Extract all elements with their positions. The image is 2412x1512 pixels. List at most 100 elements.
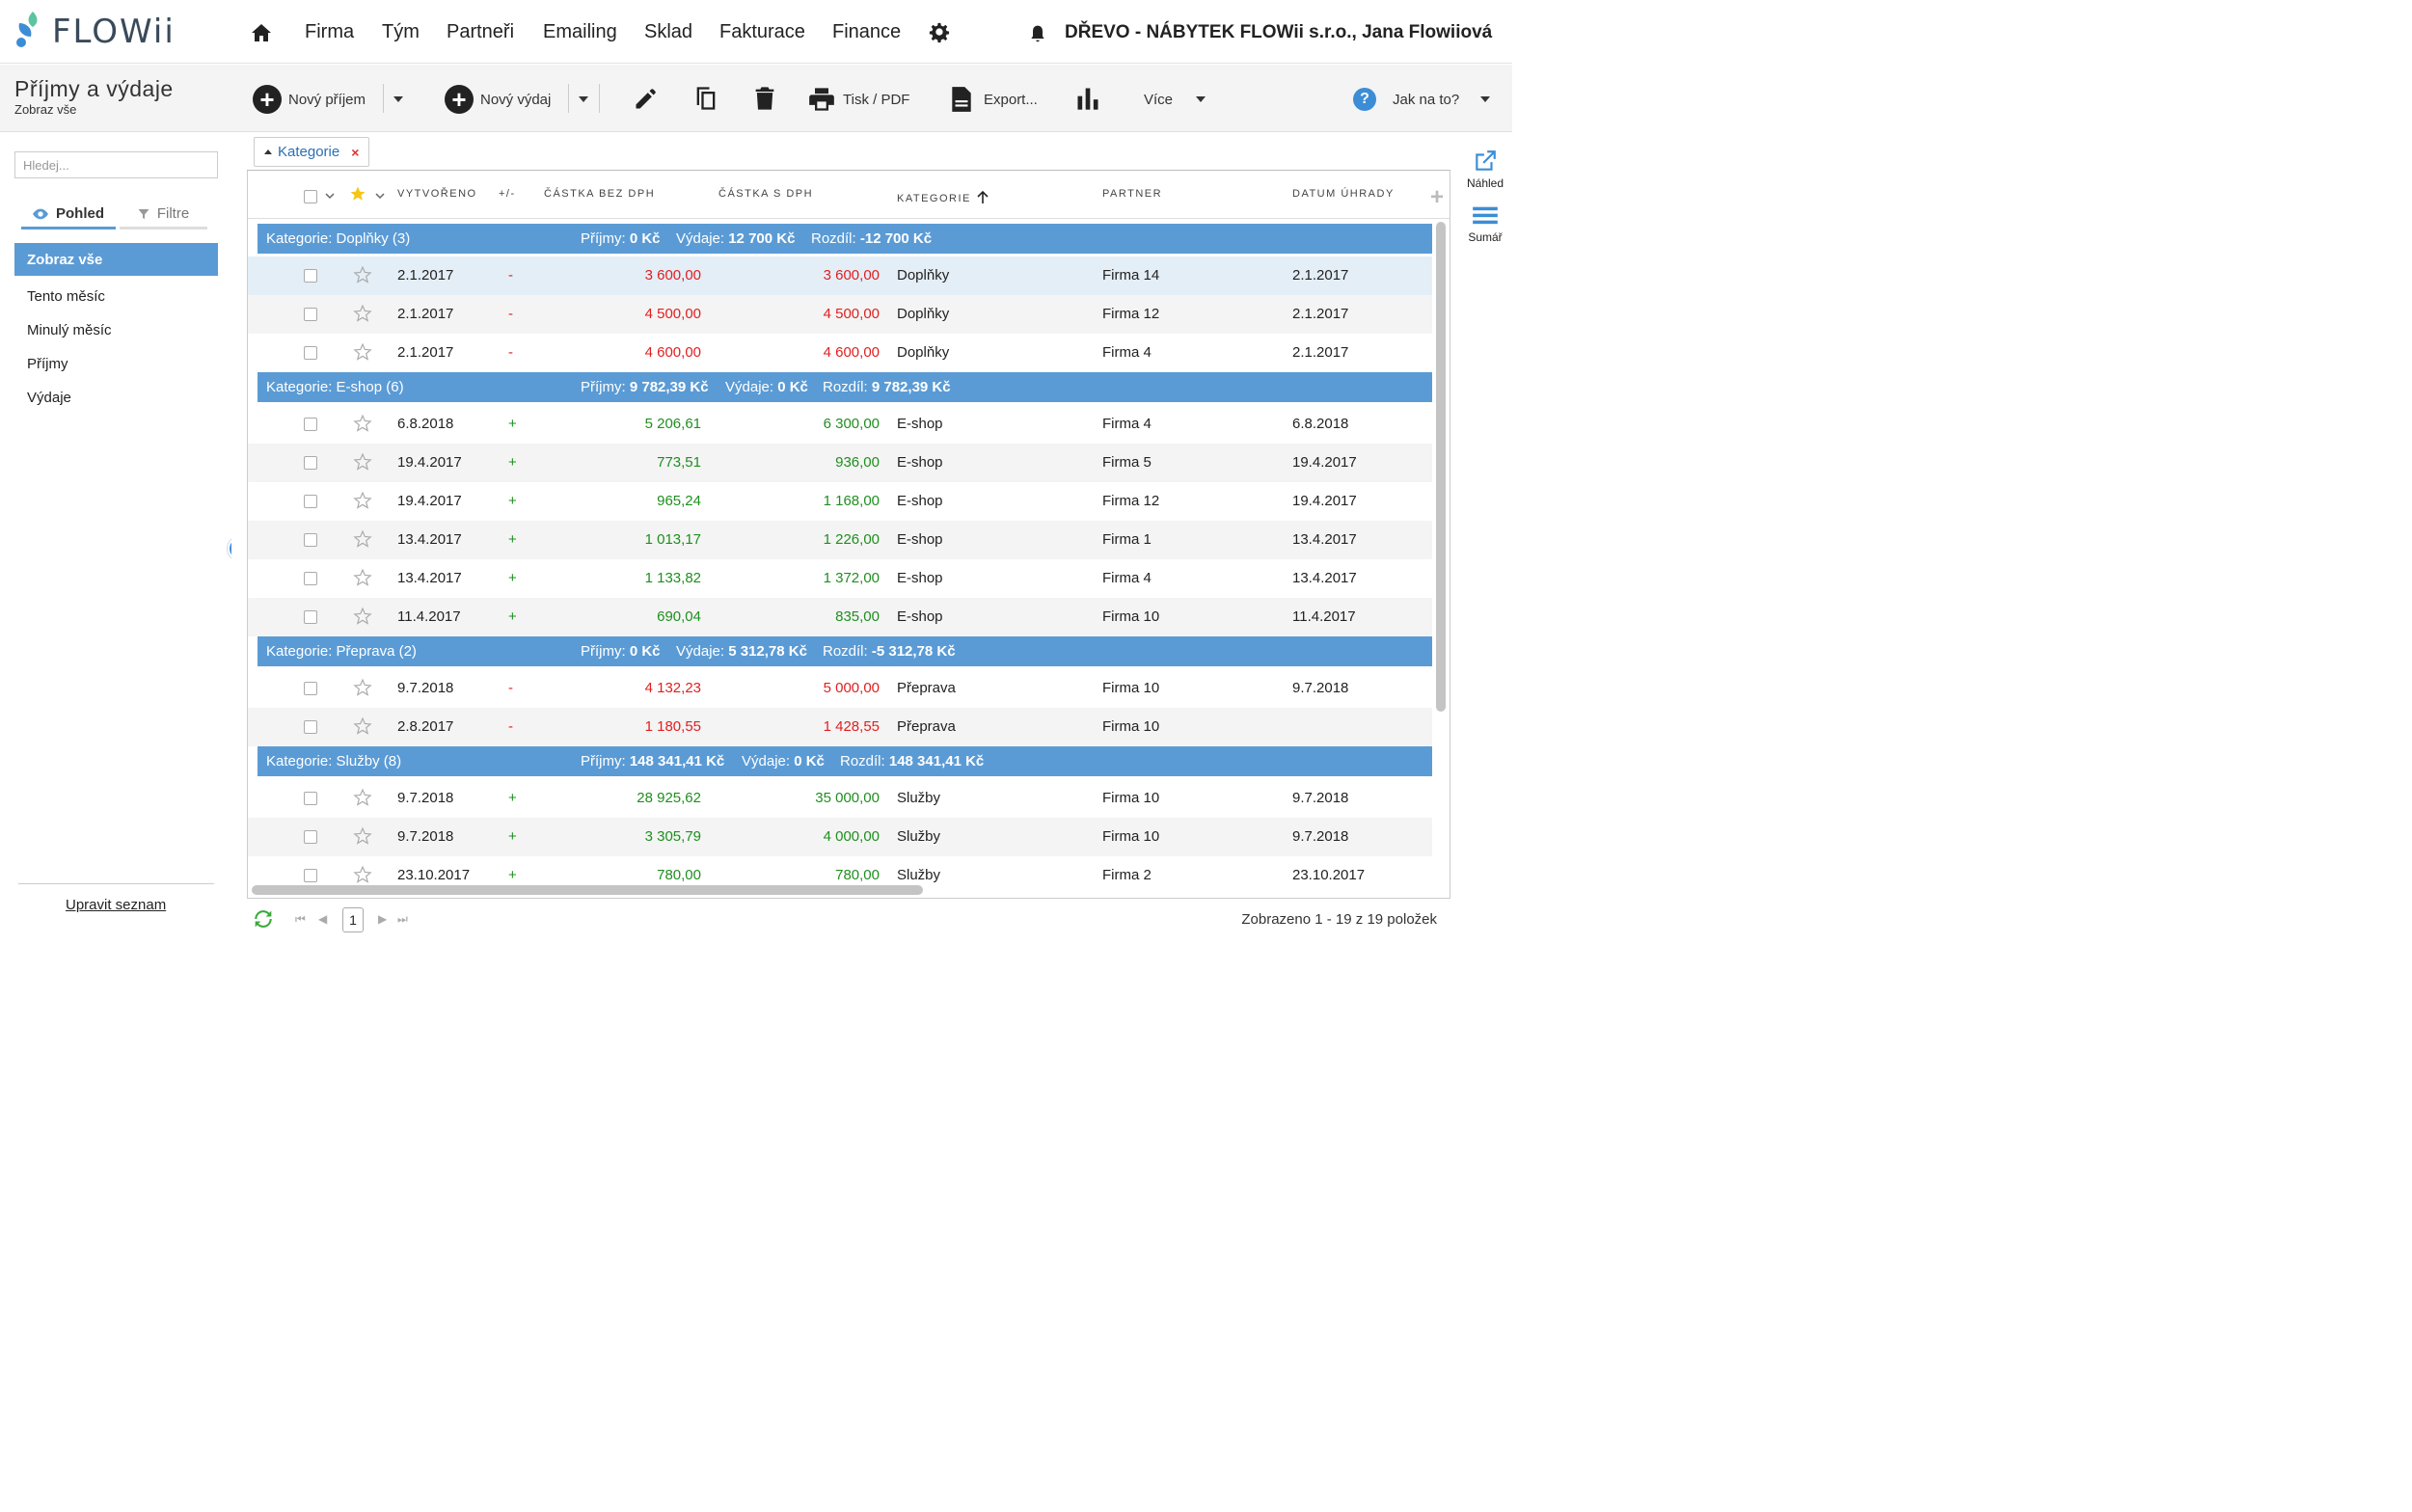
star-icon[interactable] (353, 342, 372, 362)
bell-icon[interactable] (1028, 24, 1047, 43)
new-income-button[interactable]: + Nový příjem (253, 84, 366, 115)
group-header-row[interactable]: Kategorie: Doplňky (3) Příjmy: 0 Kč Výdaje… (257, 224, 1432, 254)
nav-finance[interactable]: Finance (832, 21, 902, 42)
star-icon[interactable] (353, 304, 372, 323)
row-checkbox[interactable] (304, 456, 317, 470)
row-checkbox[interactable] (304, 682, 317, 695)
print-pdf-button[interactable]: Tisk / PDF (808, 84, 909, 115)
column-net-amount[interactable]: Částka bez DPH (544, 188, 656, 200)
star-icon[interactable] (353, 678, 372, 697)
add-column-button[interactable]: + (1430, 184, 1445, 210)
tab-view[interactable]: Pohled (21, 201, 116, 230)
prev-page-icon[interactable]: ◀ (318, 912, 328, 926)
gear-icon[interactable] (928, 21, 951, 44)
group-header-row[interactable]: Kategorie: Přeprava (2) Příjmy: 0 Kč Výdaj… (257, 636, 1432, 666)
chevron-down-icon[interactable] (325, 193, 335, 200)
table-row[interactable]: 19.4.2017 +773,51 936,00 E-shop Firma 5 19.4.… (248, 444, 1432, 482)
table-row[interactable]: 9.7.2018 +28 925,62 35 000,00 Služby Firma 1… (248, 779, 1432, 818)
edit-list-link[interactable]: Upravit seznam (66, 897, 167, 913)
group-header-row[interactable]: Kategorie: Služby (8) Příjmy: 148 341,41 … (257, 746, 1432, 776)
table-row[interactable]: 2.1.2017 - 4 600,00 4 600,00 Doplňky Firma 4 2… (248, 334, 1432, 372)
table-row[interactable]: 19.4.2017 +965,24 1 168,00 E-shop Firma 12 19… (248, 482, 1432, 521)
group-header-row[interactable]: Kategorie: E-shop (6) Příjmy: 9 782,39 Kč… (257, 372, 1432, 402)
help-button[interactable]: ? Jak na to? (1353, 84, 1491, 115)
star-icon[interactable] (353, 265, 372, 284)
star-icon[interactable] (353, 788, 372, 807)
star-icon[interactable] (353, 716, 372, 736)
row-checkbox[interactable] (304, 346, 317, 360)
app-logo[interactable]: FLOWii (14, 10, 177, 52)
star-icon[interactable] (353, 826, 372, 846)
nav-partneri[interactable]: Partneři (447, 21, 515, 42)
remove-group-icon[interactable]: × (351, 144, 360, 160)
row-checkbox[interactable] (304, 495, 317, 508)
select-all-checkbox[interactable] (304, 190, 317, 203)
row-checkbox[interactable] (304, 418, 317, 431)
table-row[interactable]: 2.8.2017 - 1 180,55 1 428,55 Přeprava Firma 1… (248, 708, 1432, 746)
preview-button[interactable]: Náhled (1458, 148, 1512, 190)
star-icon[interactable] (353, 865, 372, 884)
row-checkbox[interactable] (304, 572, 317, 585)
edit-icon[interactable] (633, 84, 660, 113)
search-input[interactable] (14, 151, 218, 178)
export-button[interactable]: Export... (949, 84, 1038, 115)
table-row[interactable]: 9.7.2018 +3 305,79 4 000,00 Služby Firma 10 9… (248, 818, 1432, 856)
company-user-name[interactable]: DŘEVO - NÁBYTEK FLOWii s.r.o., Jana Flow… (1065, 22, 1493, 42)
column-partner[interactable]: Partner (1102, 188, 1163, 200)
column-category[interactable]: Kategorie (897, 188, 989, 204)
vertical-scrollbar[interactable] (1436, 222, 1446, 712)
star-filled-icon[interactable] (349, 185, 366, 202)
table-row[interactable]: 13.4.2017 +1 133,82 1 372,00 E-shop Firma 4 1… (248, 559, 1432, 598)
row-checkbox[interactable] (304, 533, 317, 547)
row-checkbox[interactable] (304, 792, 317, 805)
column-paid-date[interactable]: Datum úhrady (1292, 188, 1395, 200)
nav-sklad[interactable]: Sklad (644, 21, 693, 42)
trash-icon[interactable] (751, 84, 778, 113)
tab-filters[interactable]: Filtre (120, 201, 207, 230)
row-checkbox[interactable] (304, 269, 317, 283)
home-icon[interactable] (249, 21, 274, 44)
group-by-chip[interactable]: Kategorie × (254, 137, 370, 167)
row-checkbox[interactable] (304, 869, 317, 882)
row-checkbox[interactable] (304, 830, 317, 844)
row-checkbox[interactable] (304, 308, 317, 321)
row-checkbox[interactable] (304, 720, 317, 734)
table-row[interactable]: 2.1.2017 - 3 600,00 3 600,00 Doplňky Firma 14… (248, 256, 1432, 295)
column-created[interactable]: Vytvořeno (397, 188, 477, 200)
first-page-icon[interactable]: ⏮ (295, 912, 306, 926)
nav-emailing[interactable]: Emailing (543, 21, 617, 42)
table-row[interactable]: 9.7.2018 - 4 132,23 5 000,00 Přeprava Firma 1… (248, 669, 1432, 708)
star-icon[interactable] (353, 452, 372, 472)
sidebar-item-show-all[interactable]: Zobraz vše (14, 243, 218, 276)
nav-fakturace[interactable]: Fakturace (719, 21, 805, 42)
nav-firma[interactable]: Firma (305, 21, 355, 42)
star-icon[interactable] (353, 529, 372, 549)
table-row[interactable]: 13.4.2017 +1 013,17 1 226,00 E-shop Firma 1 1… (248, 521, 1432, 559)
new-expense-button[interactable]: + Nový výdaj (445, 84, 551, 115)
star-icon[interactable] (353, 414, 372, 433)
next-page-icon[interactable]: ▶ (378, 912, 388, 926)
row-checkbox[interactable] (304, 610, 317, 624)
chevron-down-icon[interactable] (375, 193, 385, 200)
star-icon[interactable] (353, 568, 372, 587)
new-income-dropdown[interactable] (393, 84, 403, 115)
sidebar-item-expenses[interactable]: Výdaje (27, 389, 71, 406)
horizontal-scrollbar[interactable] (252, 885, 923, 895)
star-icon[interactable] (353, 491, 372, 510)
last-page-icon[interactable]: ⏭ (397, 912, 408, 926)
sidebar-item-income[interactable]: Příjmy (27, 355, 68, 372)
new-expense-dropdown[interactable] (579, 84, 588, 115)
bar-chart-icon[interactable] (1074, 84, 1101, 113)
column-gross-amount[interactable]: Částka s DPH (718, 188, 814, 200)
sidebar-item-last-month[interactable]: Minulý měsíc (27, 321, 112, 338)
table-row[interactable]: 23.10.2017 +780,00 780,00 Služby Firma 2 23.1… (248, 856, 1432, 895)
refresh-icon[interactable] (253, 909, 274, 929)
summary-button[interactable]: Sumář (1458, 204, 1512, 244)
star-icon[interactable] (353, 607, 372, 626)
current-page[interactable]: 1 (342, 907, 364, 932)
more-dropdown[interactable]: Více (1144, 84, 1206, 115)
column-sign[interactable]: +/- (499, 188, 516, 200)
copy-icon[interactable] (692, 84, 719, 113)
sidebar-item-this-month[interactable]: Tento měsíc (27, 287, 105, 305)
nav-tym[interactable]: Tým (382, 21, 420, 42)
